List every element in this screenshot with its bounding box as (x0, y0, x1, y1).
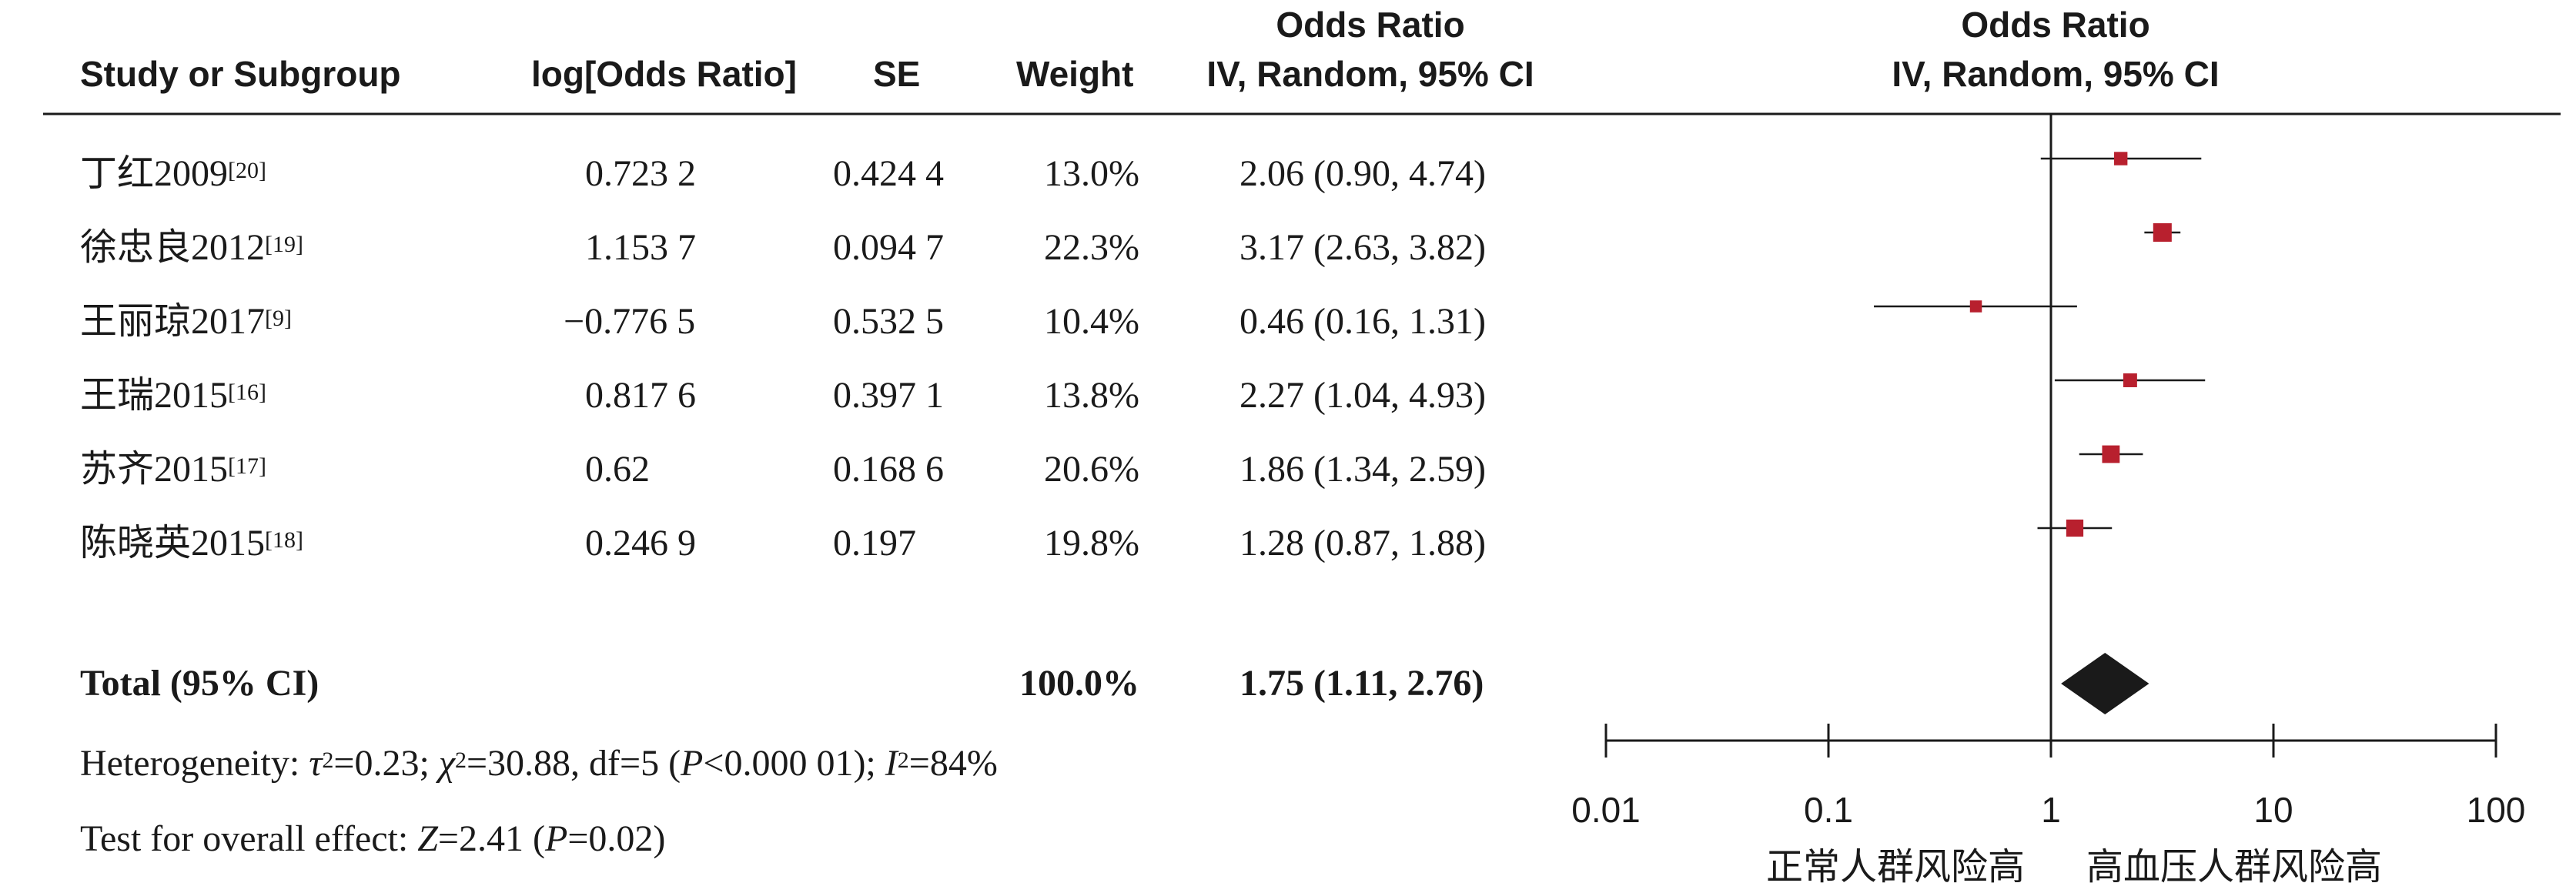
study-name: 丁红2009[20] (80, 151, 266, 197)
axis-tick-label: 10 (2253, 790, 2293, 830)
study-se: 0.397 1 (833, 375, 944, 416)
study-name-text: 苏齐2015 (80, 449, 229, 490)
study-ref: [9] (265, 306, 292, 331)
overall-p-value: =0.02) (567, 818, 666, 859)
study-name-text: 陈晓英2015 (80, 523, 266, 564)
study-weight: 13.8% (1044, 375, 1139, 416)
study-name-text: 王丽琼2017 (80, 301, 266, 342)
het-i-square: 2 (897, 748, 909, 773)
het-i-value: =84% (908, 743, 998, 784)
study-ci: 2.27 (1.04, 4.93) (1239, 375, 1486, 416)
study-weight: 20.6% (1044, 449, 1139, 490)
study-name: 陈晓英2015[18] (80, 520, 303, 567)
study-log-or: −0.776 5 (564, 301, 696, 342)
study-se: 0.532 5 (833, 301, 944, 342)
header-study: Study or Subgroup (80, 54, 401, 94)
study-ci: 0.46 (0.16, 1.31) (1239, 301, 1486, 342)
study-weight: 19.8% (1044, 523, 1139, 564)
study-se: 0.197 (833, 523, 916, 564)
total-weight: 100.0% (1019, 663, 1139, 704)
header-plot-line1: Odds Ratio (1961, 5, 2150, 45)
study-marker (2123, 373, 2137, 387)
favours-left-label: 正常人群风险高 (1765, 845, 2025, 888)
study-marker (2102, 445, 2120, 463)
het-tau-square: 2 (322, 748, 334, 773)
header-weight: Weight (1016, 54, 1134, 94)
axis-tick-label: 0.1 (1804, 790, 1853, 830)
heterogeneity-note: Heterogeneity: τ2=0.23; χ2=30.88, df=5 (… (80, 741, 998, 787)
het-i-symbol: I (885, 743, 898, 784)
overall-effect-note: Test for overall effect: Z=2.41 (P=0.02) (80, 816, 665, 862)
study-name: 王丽琼2017[9] (80, 299, 292, 345)
het-tau-symbol: τ (309, 743, 323, 784)
axis-tick-label: 100 (2466, 790, 2526, 830)
study-name-text: 丁红2009 (80, 153, 229, 194)
total-label: Total (95% CI) (80, 663, 319, 704)
header-plot-line2: IV, Random, 95% CI (1892, 54, 2220, 94)
study-se: 0.168 6 (833, 449, 944, 490)
study-weight: 10.4% (1044, 301, 1139, 342)
study-name: 徐忠良2012[19] (80, 225, 303, 271)
overall-p-symbol: P (544, 818, 568, 859)
study-ci: 1.86 (1.34, 2.59) (1239, 449, 1486, 490)
pooled-diamond (2061, 653, 2149, 714)
study-se: 0.094 7 (833, 227, 944, 268)
study-ci: 2.06 (0.90, 4.74) (1239, 153, 1486, 194)
study-name-text: 徐忠良2012 (80, 227, 266, 268)
study-weight: 22.3% (1044, 227, 1139, 268)
study-ci: 3.17 (2.63, 3.82) (1239, 227, 1486, 268)
het-chi-value: =30.88, df=5 ( (466, 743, 681, 784)
study-marker (2153, 222, 2172, 242)
study-ref: [18] (265, 527, 303, 553)
het-tau-value: =0.23; (333, 743, 439, 784)
header-or-line1: Odds Ratio (1276, 5, 1465, 45)
study-weight: 13.0% (1044, 153, 1139, 194)
study-marker (2066, 519, 2084, 537)
het-chi-symbol: χ (438, 743, 455, 784)
overall-prefix: Test for overall effect: (80, 818, 418, 859)
overall-z-value: =2.41 ( (437, 818, 545, 859)
study-ref: [19] (265, 232, 303, 257)
study-ref: [20] (228, 158, 266, 183)
study-name: 王瑞2015[16] (80, 373, 266, 419)
het-p-value: <0.000 01); (703, 743, 885, 784)
study-log-or: 0.62 (585, 449, 650, 490)
axis-tick-label: 1 (2041, 790, 2061, 830)
total-ci: 1.75 (1.11, 2.76) (1239, 663, 1484, 704)
study-log-or: 1.153 7 (585, 227, 696, 268)
study-se: 0.424 4 (833, 153, 944, 194)
study-ci: 1.28 (0.87, 1.88) (1239, 523, 1486, 564)
het-chi-square: 2 (454, 748, 467, 773)
study-name-text: 王瑞2015 (80, 375, 229, 416)
favours-right-label: 高血压人群风险高 (2086, 845, 2383, 888)
overall-z-symbol: Z (417, 818, 438, 859)
header-or-line2: IV, Random, 95% CI (1206, 54, 1534, 94)
axis-tick-label: 0.01 (1571, 790, 1641, 830)
study-ref: [17] (228, 453, 266, 479)
het-p-symbol: P (681, 743, 704, 784)
study-name: 苏齐2015[17] (80, 446, 266, 493)
study-marker (1969, 300, 1982, 313)
het-prefix: Heterogeneity: (80, 743, 309, 784)
study-marker (2114, 152, 2128, 166)
study-log-or: 0.723 2 (585, 153, 696, 194)
header-se: SE (873, 54, 921, 94)
study-log-or: 0.246 9 (585, 523, 696, 564)
study-ref: [16] (228, 380, 266, 405)
header-log-or: log[Odds Ratio] (531, 54, 797, 94)
study-log-or: 0.817 6 (585, 375, 696, 416)
